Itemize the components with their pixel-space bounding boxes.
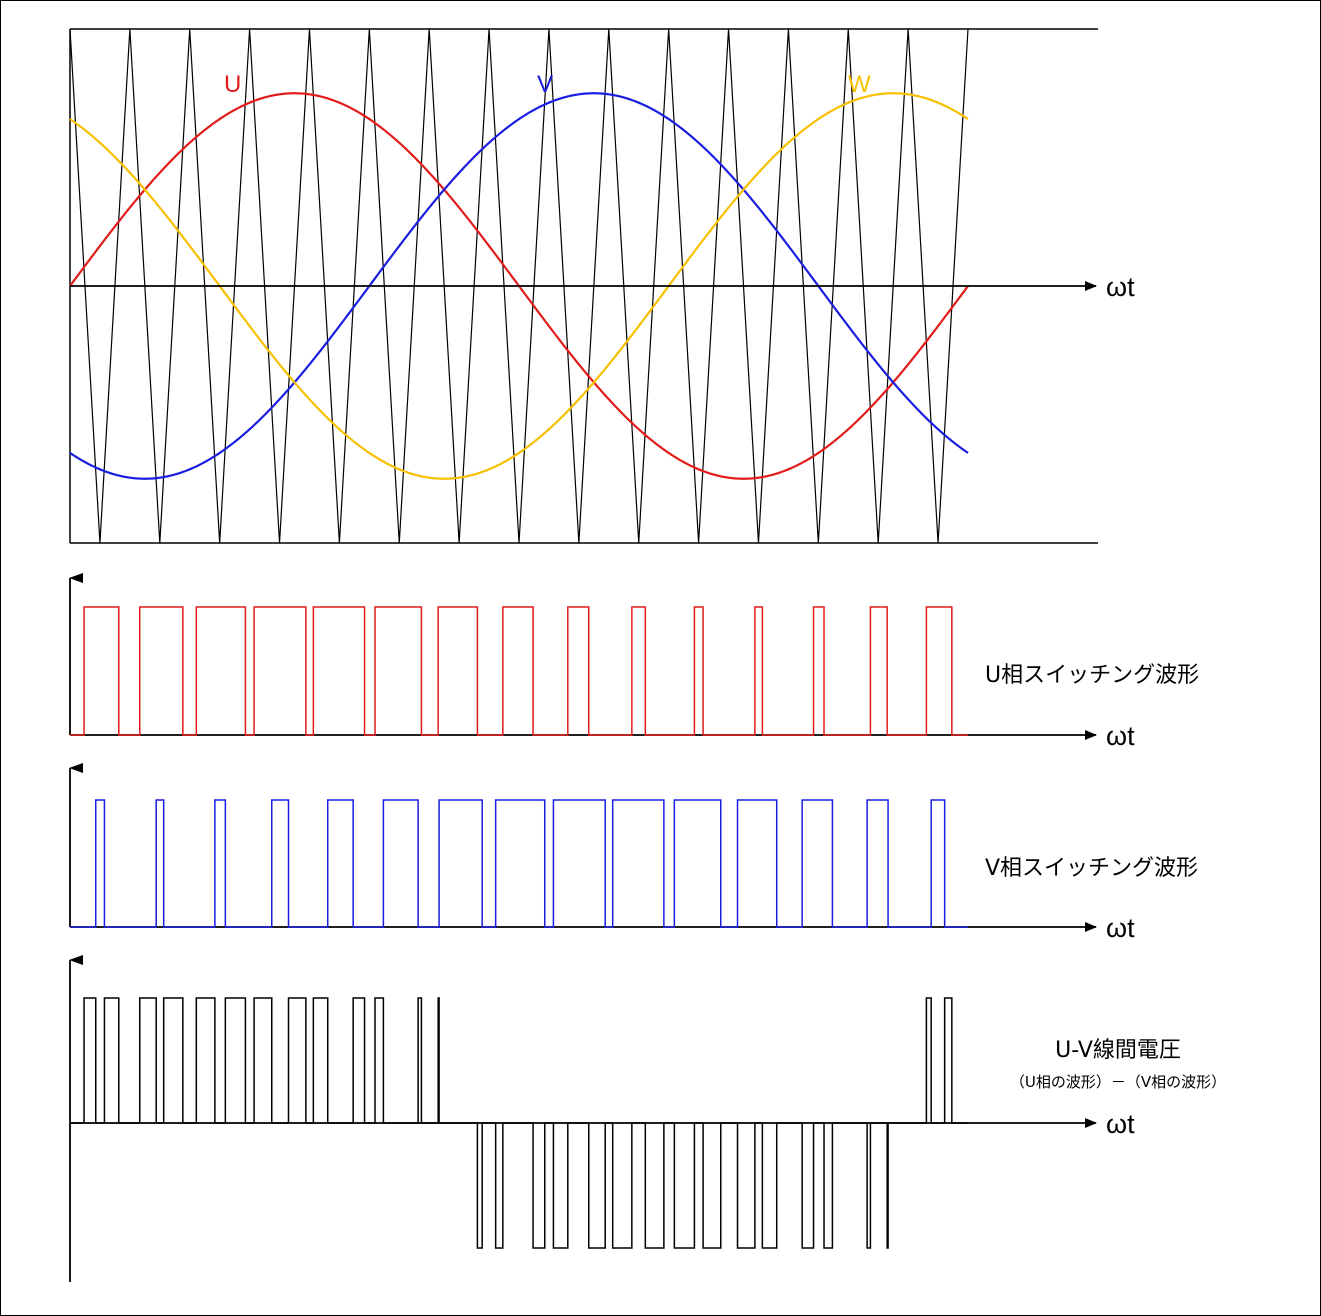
axis-label-omega-t-3: ωt bbox=[1106, 913, 1135, 943]
axis-label-omega-t-4: ωt bbox=[1106, 1109, 1135, 1139]
phase-label-w: W bbox=[848, 71, 871, 98]
v-switching-plot: ωt V相スイッチング波形 bbox=[69, 763, 1198, 943]
v-switching-waveform bbox=[70, 799, 968, 928]
modulation-plot: ωt U V W bbox=[69, 28, 1135, 544]
axis-label-omega-t-2: ωt bbox=[1106, 721, 1135, 751]
u-switching-caption: U相スイッチング波形 bbox=[985, 663, 1199, 688]
uv-line-voltage-plot: ωt U-V線間電圧 （U相の波形）－（V相の波形） bbox=[69, 955, 1226, 1282]
carrier-triangle-wave bbox=[69, 28, 969, 544]
u-switching-plot: ωt U相スイッチング波形 bbox=[69, 573, 1199, 751]
phase-label-u: U bbox=[224, 71, 241, 98]
v-switching-caption: V相スイッチング波形 bbox=[985, 856, 1198, 881]
uv-voltage-formula: （U相の波形）－（V相の波形） bbox=[1010, 1073, 1226, 1091]
uv-voltage-caption: U-V線間電圧 bbox=[1055, 1038, 1181, 1063]
u-switching-waveform bbox=[70, 606, 968, 736]
axis-label-omega-t-1: ωt bbox=[1106, 272, 1135, 302]
phase-label-v: V bbox=[537, 71, 553, 98]
uv-line-voltage-waveform bbox=[70, 997, 968, 1249]
